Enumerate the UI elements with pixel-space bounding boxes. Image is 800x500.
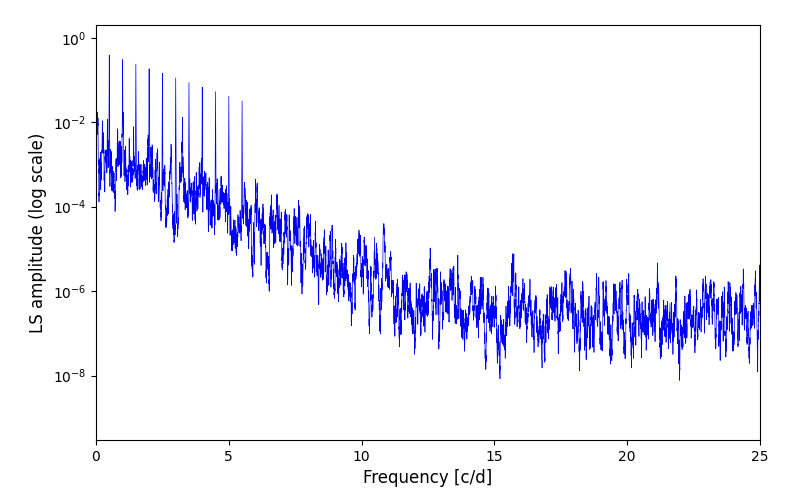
Y-axis label: LS amplitude (log scale): LS amplitude (log scale) xyxy=(30,132,47,332)
X-axis label: Frequency [c/d]: Frequency [c/d] xyxy=(363,470,493,488)
